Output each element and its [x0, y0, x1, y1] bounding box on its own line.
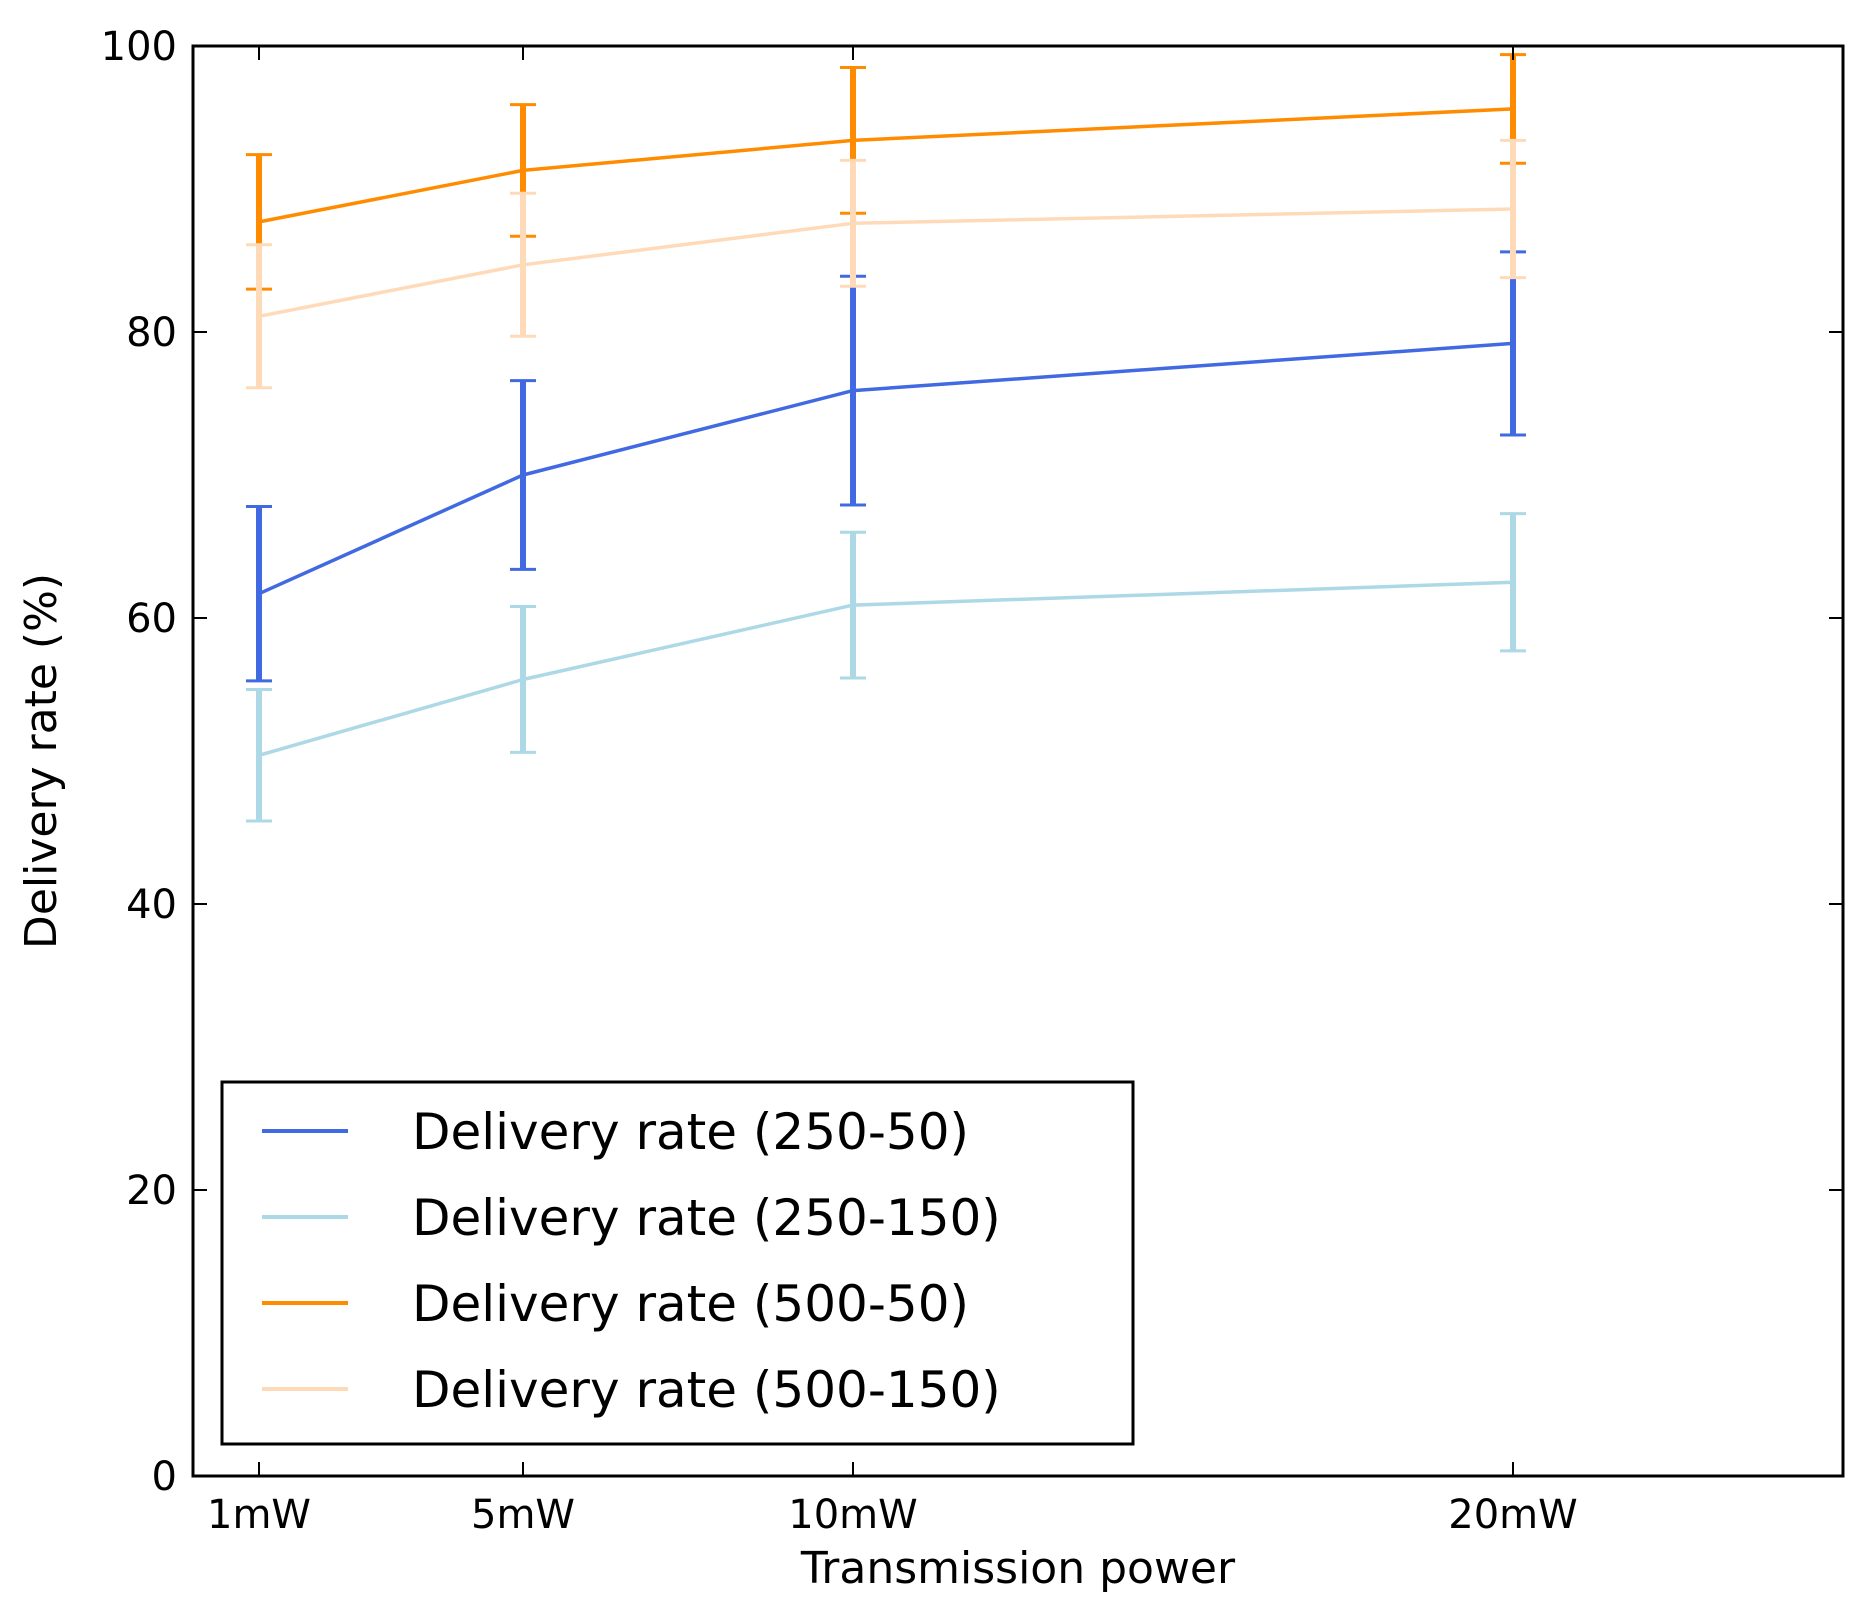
error-bar: [246, 504, 272, 683]
plot-frame: [191, 44, 1845, 1478]
legend-label: Delivery rate (500-150): [412, 1361, 1001, 1419]
y-tick-label: 80: [126, 310, 177, 356]
x-axis-title: Transmission power: [800, 1543, 1236, 1594]
error-bar: [246, 243, 272, 390]
legend: Delivery rate (250-50) Delivery rate (250…: [220, 1080, 1135, 1446]
error-bar: [1500, 512, 1526, 653]
error-bar: [840, 158, 866, 288]
legend-label: Delivery rate (250-50): [412, 1103, 969, 1161]
series-0: [246, 250, 1526, 683]
x-tick-label: 5mW: [471, 1492, 575, 1538]
series-1: [246, 512, 1526, 823]
error-bar: [1500, 138, 1526, 280]
legend-box: [220, 1080, 1135, 1446]
series-3: [246, 138, 1526, 390]
error-bar: [840, 530, 866, 680]
series-2: [246, 53, 1526, 291]
plot-area: [246, 53, 1526, 823]
error-bar: [246, 688, 272, 823]
x-tick-label: 10mW: [788, 1492, 917, 1538]
series-line: [258, 107, 1514, 224]
legend-label: Delivery rate (500-50): [412, 1275, 969, 1333]
error-bar: [510, 605, 536, 754]
legend-label: Delivery rate (250-150): [412, 1189, 1001, 1247]
x-tick-label: 20mW: [1448, 1492, 1577, 1538]
y-tick-label: 0: [152, 1454, 177, 1500]
error-bar: [510, 191, 536, 338]
y-axis-title: Delivery rate (%): [16, 573, 67, 949]
y-tick-label: 60: [126, 596, 177, 642]
series-line: [258, 341, 1514, 596]
series-line: [258, 580, 1514, 757]
axes: 0 20 40 60 80 100 1mW 5mW 10mW 20mW Transmission p…: [16, 24, 1845, 1594]
y-tick-label: 100: [101, 24, 177, 70]
x-tick-label: 1mW: [207, 1492, 311, 1538]
series-line: [258, 207, 1514, 319]
y-tick-label: 20: [126, 1168, 177, 1214]
error-bar: [510, 379, 536, 571]
y-tick-label: 40: [126, 882, 177, 928]
